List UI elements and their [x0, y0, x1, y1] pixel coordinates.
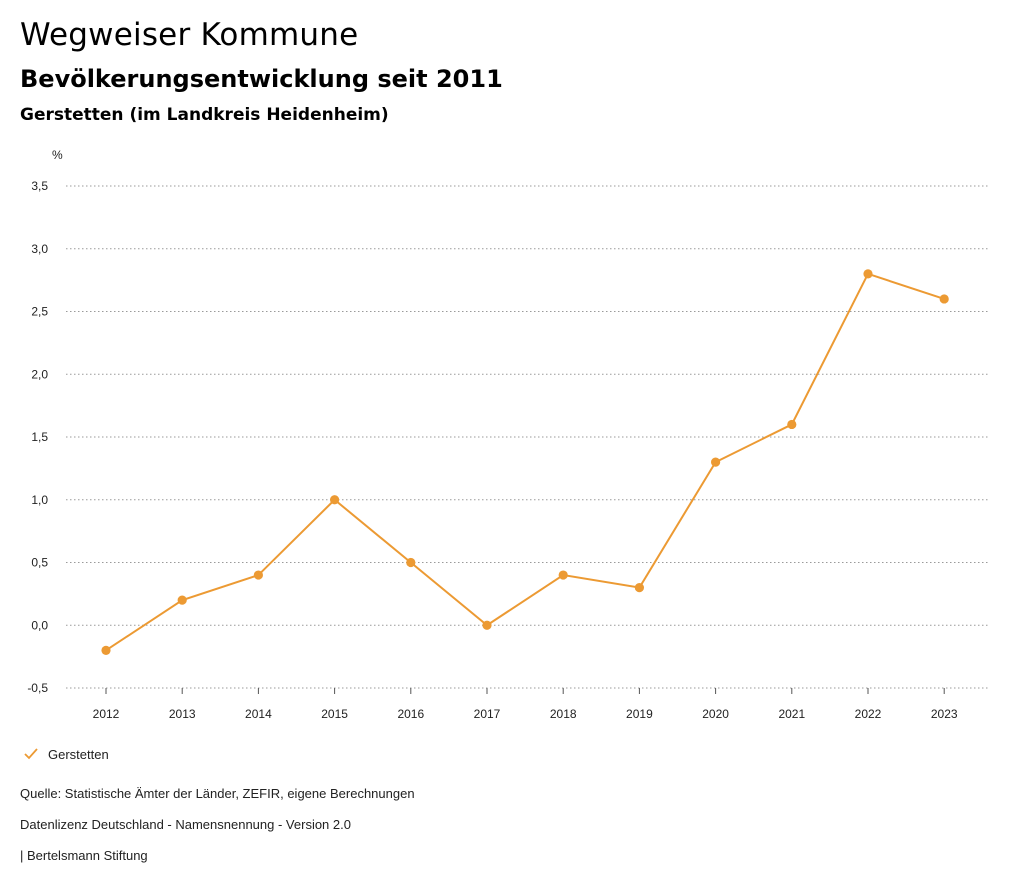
x-tick-label: 2014: [245, 707, 272, 721]
y-tick-label: 3,0: [31, 242, 48, 256]
y-tick-label: 0,5: [31, 556, 48, 570]
y-tick-label: 0,0: [31, 618, 48, 632]
page-title: Wegweiser Kommune: [20, 17, 359, 53]
x-tick-label: 2015: [321, 707, 348, 721]
data-point-2012[interactable]: [101, 645, 111, 655]
data-point-2023[interactable]: [939, 294, 949, 304]
x-tick-label: 2016: [397, 707, 424, 721]
license-note: Datenlizenz Deutschland - Namensnennung …: [20, 817, 351, 832]
legend-label: Gerstetten: [48, 746, 109, 762]
x-tick-label: 2021: [778, 707, 805, 721]
legend-item-gerstetten[interactable]: Gerstetten: [22, 745, 109, 763]
x-tick-label: 2012: [93, 707, 120, 721]
y-tick-label: -0,5: [27, 681, 48, 695]
chart-subtitle: Bevölkerungsentwicklung seit 2011: [20, 65, 503, 93]
data-point-2015[interactable]: [330, 495, 340, 505]
region-title: Gerstetten (im Landkreis Heidenheim): [20, 105, 389, 125]
data-point-2020[interactable]: [711, 457, 721, 467]
series-line: [105, 272, 945, 652]
data-point-2022[interactable]: [863, 269, 873, 279]
x-tick-label: 2023: [931, 707, 958, 721]
source-note: Quelle: Statistische Ämter der Länder, Z…: [20, 786, 415, 801]
x-tick-label: 2022: [855, 707, 882, 721]
grid-lines: [66, 185, 990, 689]
data-point-2019[interactable]: [634, 583, 645, 593]
y-axis: -0,5 0,0 0,5 1,0 1,5 2,0 2,5 3,0 3,5: [27, 179, 48, 695]
x-tick-label: 2020: [702, 707, 729, 721]
publisher-note: | Bertelsmann Stiftung: [20, 848, 148, 863]
series-gerstetten: [101, 269, 949, 655]
y-tick-label: 1,5: [31, 430, 48, 444]
data-point-2016[interactable]: [406, 557, 416, 568]
x-tick-label: 2018: [550, 707, 577, 721]
check-icon: [24, 748, 38, 760]
y-tick-label: 2,0: [31, 367, 48, 381]
x-tick-label: 2017: [474, 707, 501, 721]
y-tick-label: 2,5: [31, 305, 48, 319]
y-tick-label: 1,0: [31, 493, 48, 507]
y-tick-label: 3,5: [31, 179, 48, 193]
x-tick-label: 2013: [169, 707, 196, 721]
x-tick-label: 2019: [626, 707, 653, 721]
y-axis-unit-label: %: [52, 148, 63, 162]
data-point-2021[interactable]: [787, 419, 797, 430]
data-point-2014[interactable]: [253, 570, 263, 580]
data-point-2013[interactable]: [177, 595, 187, 605]
x-axis: 2012 2013 2014 2015 2016 2017 2018 2019 2020 2021…: [93, 688, 958, 721]
data-point-2018[interactable]: [558, 570, 568, 580]
data-point-2017[interactable]: [482, 620, 492, 630]
